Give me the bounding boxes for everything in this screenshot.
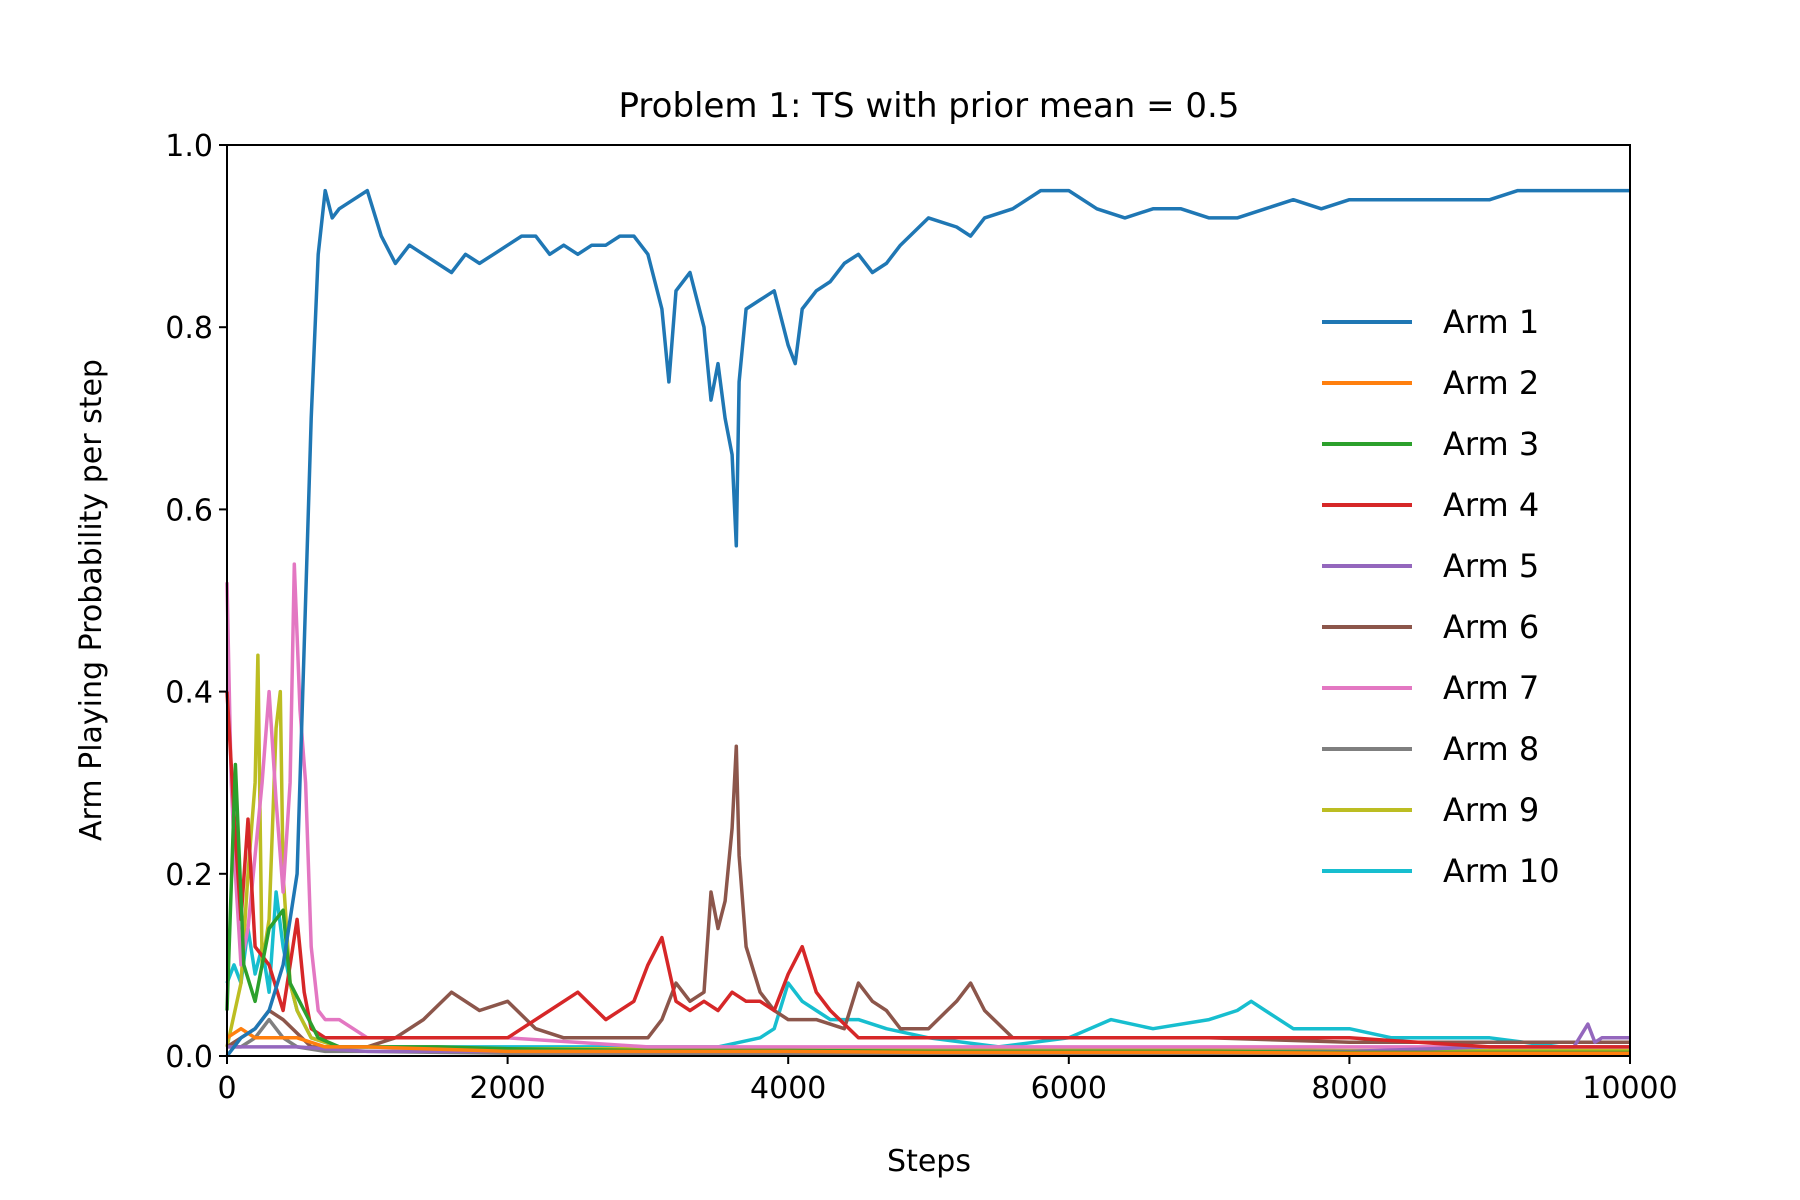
series-line-arm-1 (225, 188, 1630, 1058)
legend-label: Arm 2 (1443, 364, 1539, 402)
x-axis: 0 2000 4000 6000 8000 10000 (217, 1056, 1678, 1106)
legend-label: Arm 1 (1443, 303, 1539, 341)
legend-label: Arm 5 (1443, 547, 1539, 585)
y-tick-label: 0.2 (165, 858, 213, 893)
legend-label: Arm 10 (1443, 852, 1560, 890)
series-line-arm-9 (225, 653, 1630, 1053)
x-tick-label: 6000 (1031, 1071, 1107, 1106)
legend-label: Arm 3 (1443, 425, 1539, 463)
chart-title: Problem 1: TS with prior mean = 0.5 (619, 86, 1240, 126)
y-axis-label: Arm Playing Probability per step (74, 359, 109, 841)
y-tick-label: 0.6 (165, 493, 213, 528)
y-tick-label: 0.0 (165, 1040, 213, 1075)
x-tick-label: 4000 (750, 1071, 826, 1106)
series-line-arm-10 (225, 890, 1630, 1049)
series-line-arm-2 (226, 1026, 1630, 1056)
x-tick-label: 8000 (1311, 1071, 1387, 1106)
x-tick-label: 0 (217, 1071, 236, 1106)
x-axis-label: Steps (887, 1144, 971, 1179)
legend-label: Arm 4 (1443, 486, 1539, 524)
series-line-arm-4 (225, 691, 1630, 1049)
series-layer (225, 188, 1630, 1058)
legend-label: Arm 6 (1443, 608, 1539, 646)
legend-label: Arm 8 (1443, 730, 1539, 768)
legend-label: Arm 7 (1443, 669, 1539, 707)
y-tick-label: 1.0 (165, 129, 213, 164)
legend-label: Arm 9 (1443, 791, 1539, 829)
x-tick-label: 2000 (469, 1071, 545, 1106)
plot-frame (226, 144, 1631, 1057)
y-axis: 0.0 0.2 0.4 0.6 0.8 1.0 (165, 129, 227, 1075)
legend: Arm 1 Arm 2 Arm 3 Arm 4 Arm 5 Arm 6 Arm 7 Arm 8… (1322, 303, 1560, 890)
x-tick-label: 10000 (1582, 1071, 1677, 1106)
y-tick-label: 0.4 (165, 676, 213, 711)
y-tick-label: 0.8 (165, 311, 213, 346)
